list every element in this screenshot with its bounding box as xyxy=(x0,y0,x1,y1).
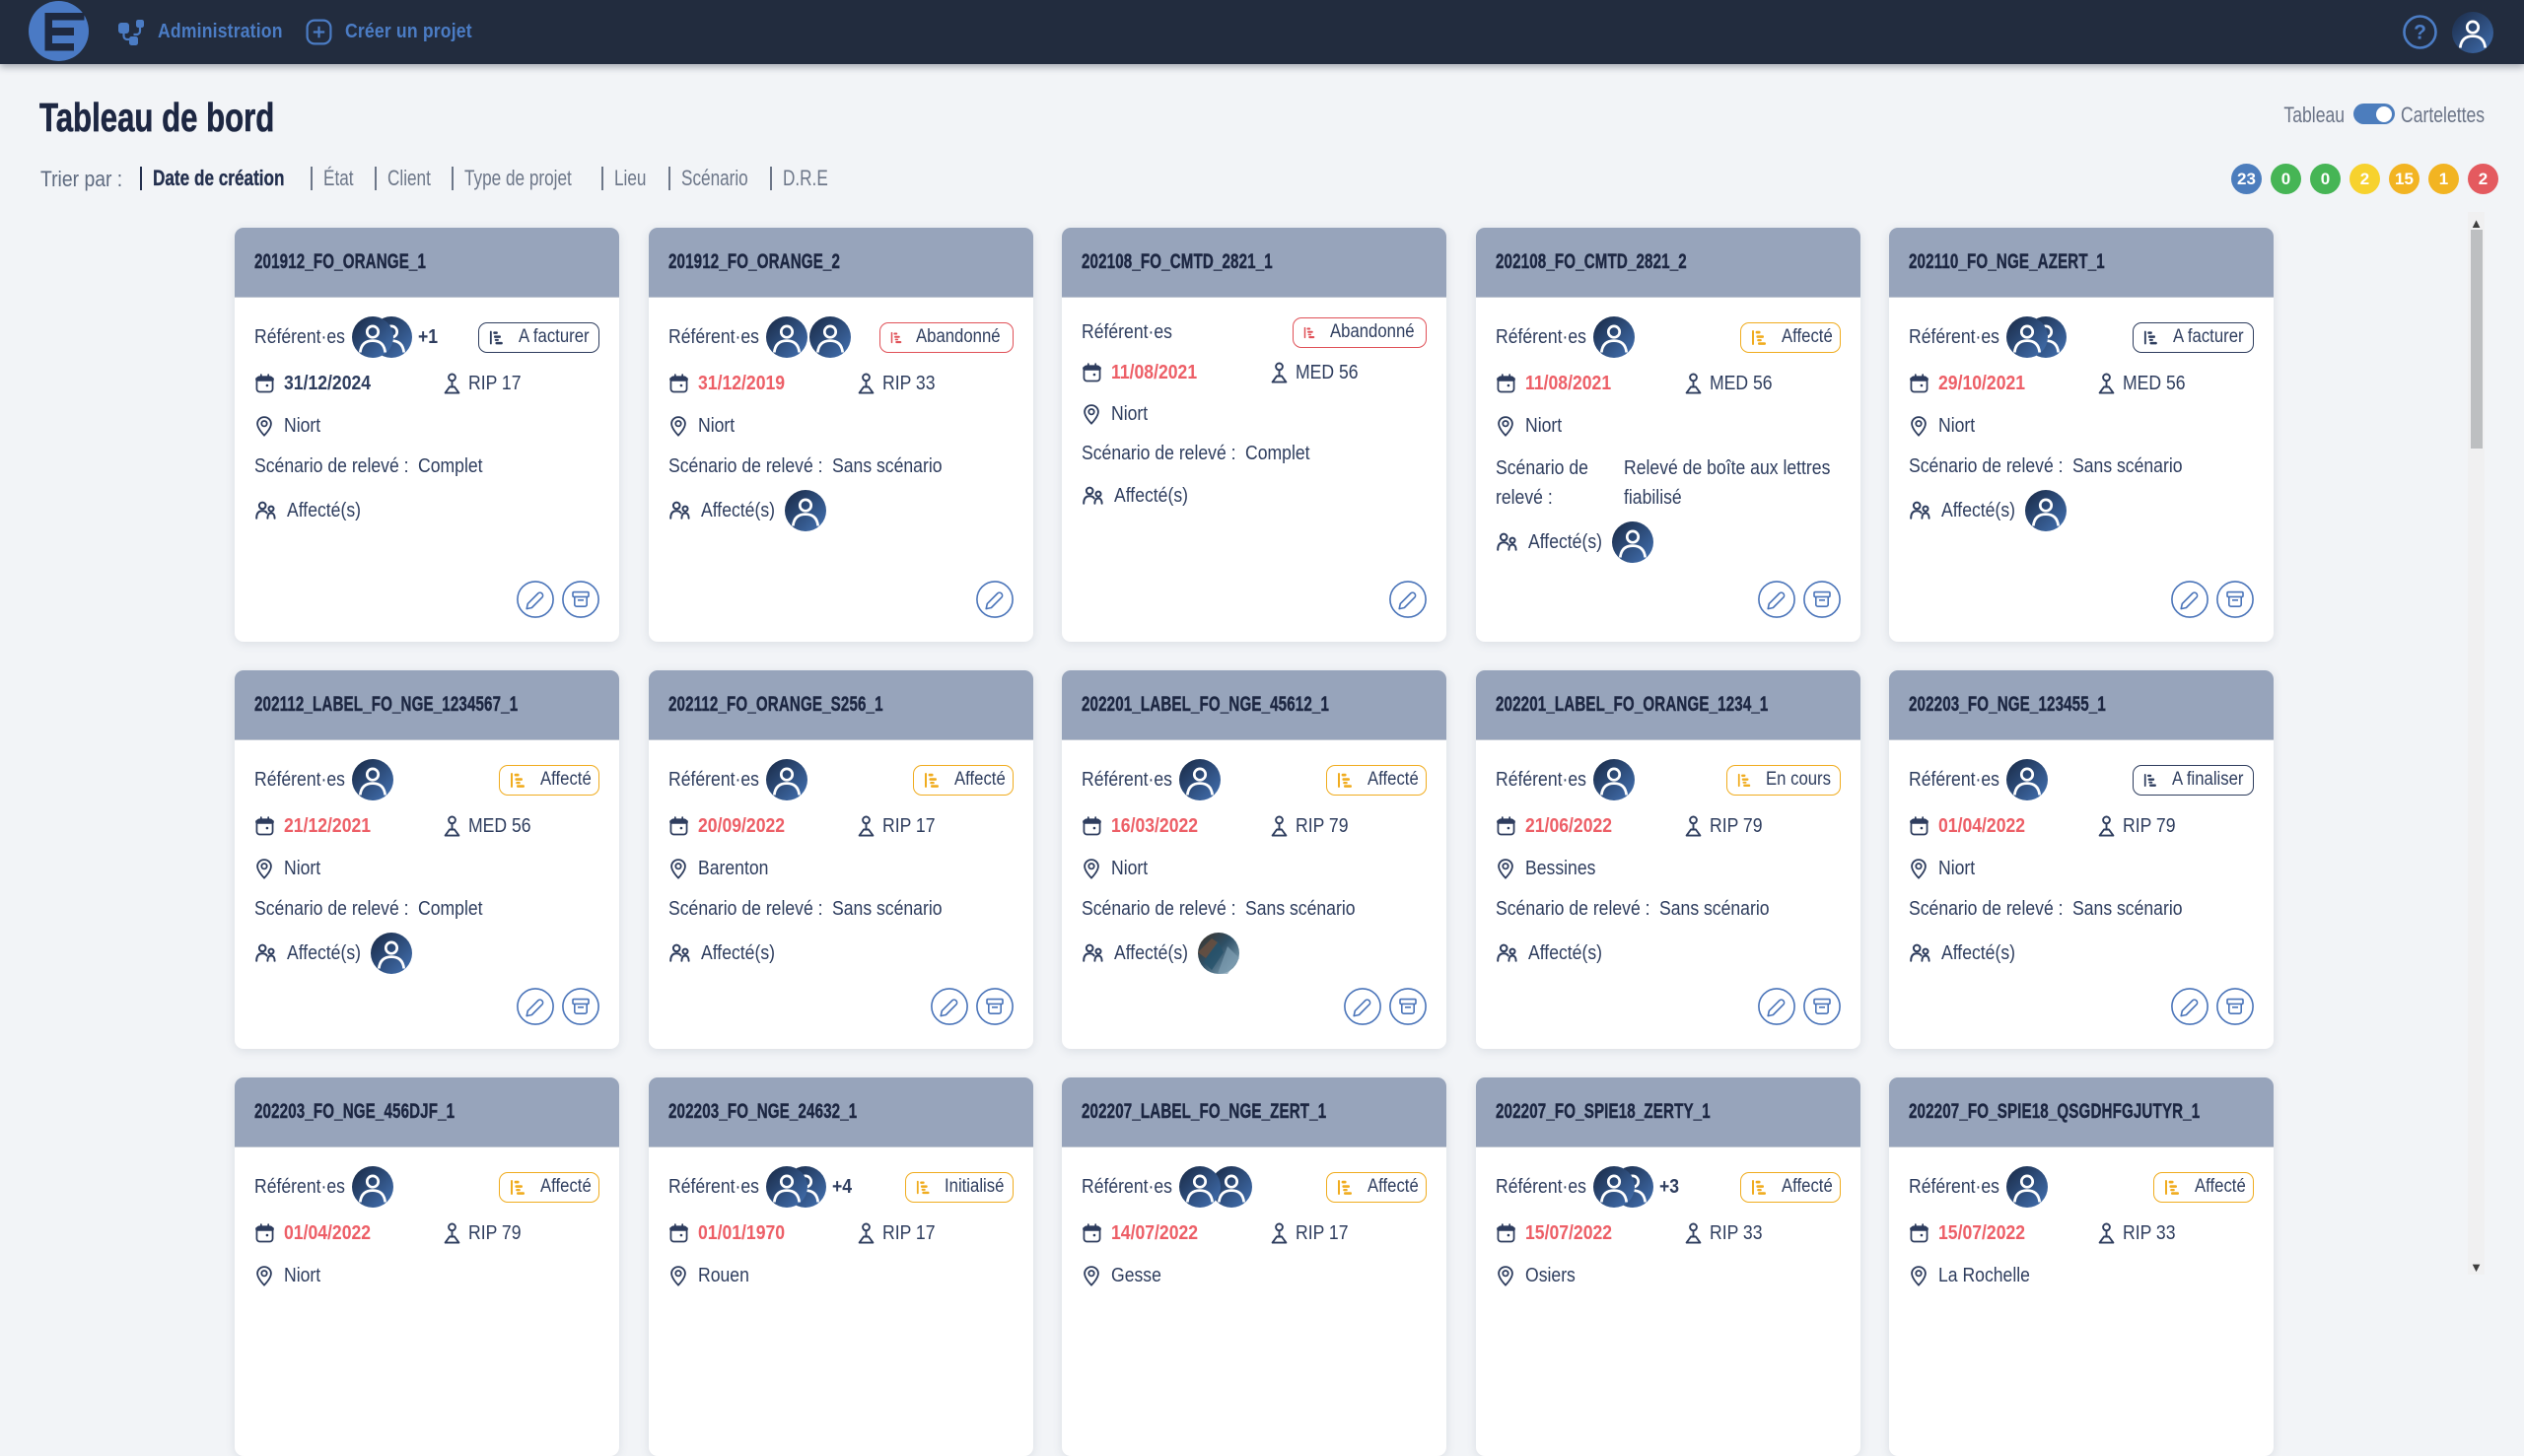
svg-text:?: ? xyxy=(2414,22,2426,44)
